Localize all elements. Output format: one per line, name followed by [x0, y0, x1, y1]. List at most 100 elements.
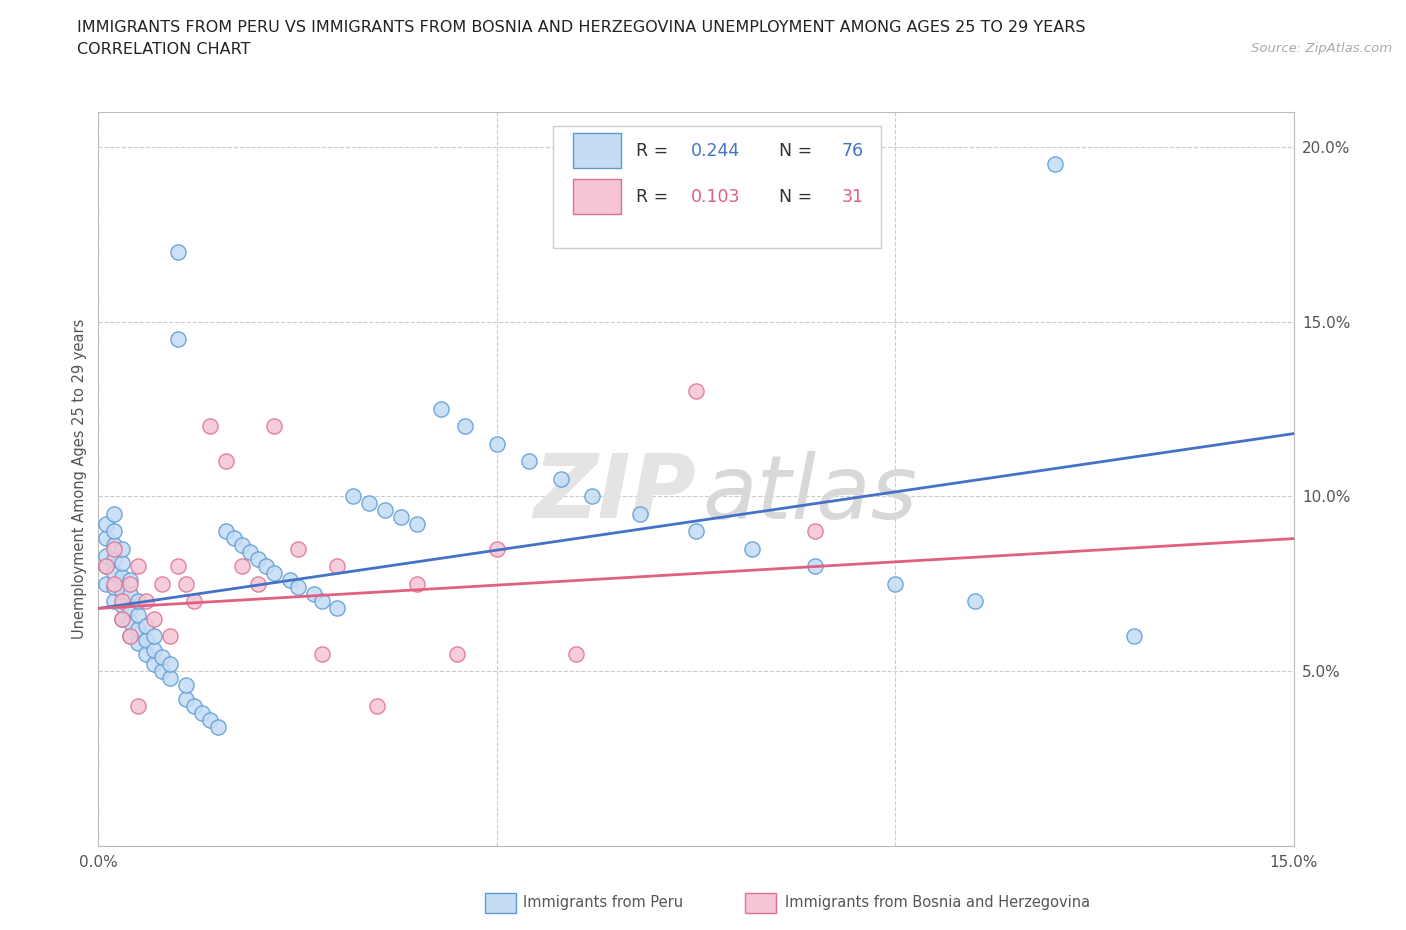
Text: 0.103: 0.103	[692, 188, 741, 206]
Point	[804, 524, 827, 538]
Point	[103, 538, 125, 552]
Point	[96, 577, 118, 591]
Point	[246, 577, 269, 591]
Point	[103, 577, 125, 591]
Point	[884, 577, 907, 591]
Bar	[572, 133, 620, 168]
Point	[103, 566, 125, 581]
Point	[485, 436, 508, 451]
Point	[1123, 629, 1146, 644]
Point	[96, 559, 118, 574]
Point	[111, 597, 134, 612]
Point	[127, 636, 149, 651]
Point	[174, 678, 197, 693]
Point	[741, 541, 763, 556]
Text: 31: 31	[842, 188, 863, 206]
Point	[135, 618, 157, 633]
Point	[454, 419, 477, 434]
Point	[96, 559, 118, 574]
Point	[430, 402, 453, 417]
Y-axis label: Unemployment Among Ages 25 to 29 years: Unemployment Among Ages 25 to 29 years	[72, 319, 87, 639]
Point	[103, 552, 125, 567]
Text: Source: ZipAtlas.com: Source: ZipAtlas.com	[1251, 42, 1392, 55]
Point	[406, 577, 429, 591]
Text: 76: 76	[842, 141, 863, 160]
Point	[103, 507, 125, 522]
Point	[287, 541, 309, 556]
Point	[127, 699, 149, 714]
Point	[127, 594, 149, 609]
Point	[406, 517, 429, 532]
Point	[111, 594, 134, 609]
Point	[374, 503, 396, 518]
Point	[150, 664, 173, 679]
Point	[159, 657, 181, 671]
Point	[231, 559, 253, 574]
Point	[96, 531, 118, 546]
Point	[159, 629, 181, 644]
Point	[485, 541, 508, 556]
Point	[550, 472, 572, 486]
Point	[685, 384, 707, 399]
Point	[302, 587, 325, 602]
Point	[111, 611, 134, 626]
Point	[135, 646, 157, 661]
Point	[246, 552, 269, 567]
Point	[565, 646, 588, 661]
Point	[103, 524, 125, 538]
Point	[167, 244, 190, 259]
Text: 0.244: 0.244	[692, 141, 741, 160]
Text: N =: N =	[768, 141, 817, 160]
Point	[120, 629, 142, 644]
Point	[326, 559, 349, 574]
Point	[96, 517, 118, 532]
Point	[287, 580, 309, 595]
Point	[174, 692, 197, 707]
Point	[963, 594, 986, 609]
Text: ZIP: ZIP	[533, 450, 696, 538]
Point	[263, 566, 285, 581]
Point	[120, 629, 142, 644]
Text: IMMIGRANTS FROM PERU VS IMMIGRANTS FROM BOSNIA AND HERZEGOVINA UNEMPLOYMENT AMON: IMMIGRANTS FROM PERU VS IMMIGRANTS FROM …	[77, 20, 1085, 35]
Point	[127, 559, 149, 574]
Point	[174, 577, 197, 591]
Point	[311, 646, 333, 661]
Point	[143, 629, 166, 644]
Point	[103, 541, 125, 556]
Point	[215, 524, 238, 538]
Point	[111, 611, 134, 626]
Point	[120, 587, 142, 602]
Point	[685, 524, 707, 538]
Point	[239, 545, 262, 560]
Bar	[572, 179, 620, 215]
Point	[215, 454, 238, 469]
Point	[143, 657, 166, 671]
Point	[191, 706, 214, 721]
Point	[517, 454, 540, 469]
Point	[150, 650, 173, 665]
Point	[804, 559, 827, 574]
Point	[120, 573, 142, 588]
Point	[120, 577, 142, 591]
Point	[143, 611, 166, 626]
Point	[311, 594, 333, 609]
Point	[389, 510, 412, 525]
Point	[446, 646, 468, 661]
Point	[254, 559, 277, 574]
Point	[127, 608, 149, 623]
Point	[111, 555, 134, 570]
Point	[96, 549, 118, 564]
Point	[183, 699, 205, 714]
Point	[198, 713, 221, 728]
Point	[159, 671, 181, 685]
Point	[1043, 156, 1066, 171]
Point	[326, 601, 349, 616]
Text: Immigrants from Peru: Immigrants from Peru	[523, 895, 683, 910]
Point	[263, 419, 285, 434]
Point	[143, 643, 166, 658]
Text: R =: R =	[637, 188, 673, 206]
Point	[222, 531, 245, 546]
Point	[135, 632, 157, 647]
Point	[135, 594, 157, 609]
Point	[120, 615, 142, 630]
